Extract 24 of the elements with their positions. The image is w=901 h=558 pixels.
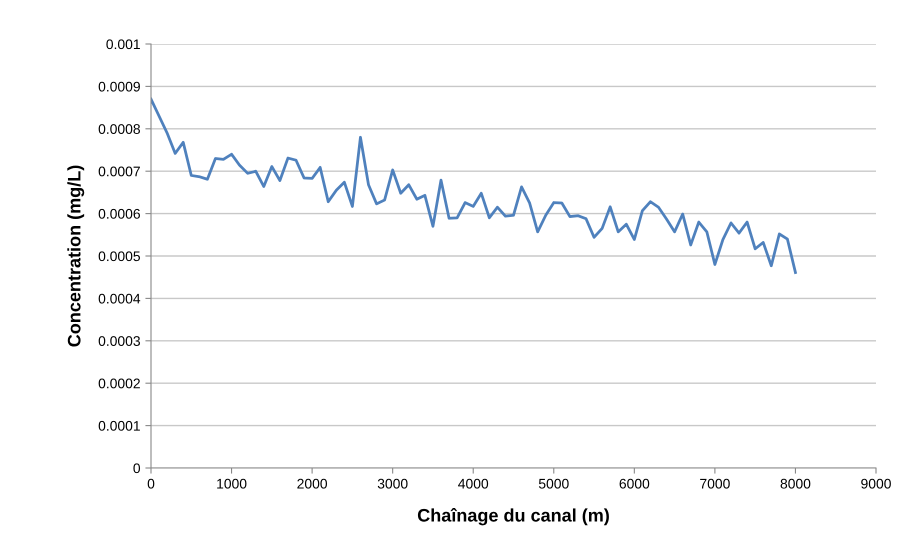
x-tick-label: 4000 [458,478,488,489]
x-tick-label: 1000 [217,478,246,489]
x-axis-title: Chaînage du canal (m) [418,508,609,526]
y-tick-label: 0.0007 [98,166,140,176]
y-tick-label: 0 [133,463,140,474]
y-axis-title: Concentration (mg/L) [67,166,84,347]
y-tick-label: 0.0003 [98,336,140,346]
x-tick-label: 0 [148,478,154,489]
x-tick-label: 7000 [700,478,730,489]
y-tick-label: 0.0005 [98,251,140,262]
x-tick-label: 8000 [780,478,810,489]
y-tick-label: 0.0006 [98,208,140,219]
y-tick-label: 0.0004 [98,294,140,304]
y-tick-label: 0.001 [106,39,140,50]
x-tick-label: 3000 [378,478,408,489]
line-series [151,98,797,274]
x-tick-label: 2000 [297,478,328,489]
x-tick-label: 5000 [538,478,569,489]
x-tick-label: 9000 [861,478,891,489]
y-tick-label: 0.0001 [98,420,140,431]
y-tick-label: 0.0008 [98,124,140,134]
x-tick-label: 6000 [620,478,650,489]
y-tick-label: 0.0002 [98,378,140,388]
y-tick-label: 0.0009 [98,82,140,92]
